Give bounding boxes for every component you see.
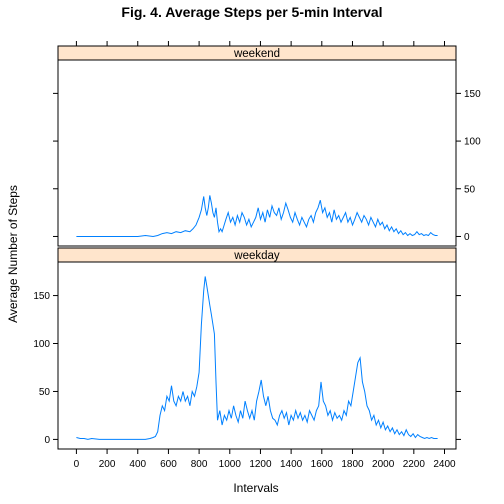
panel-frame-weekend bbox=[57, 59, 457, 247]
strip-label-weekday: weekday bbox=[233, 250, 280, 262]
y-tick-label-weekday: 0 bbox=[44, 435, 50, 446]
x-tick-label: 200 bbox=[99, 459, 116, 470]
strip-label-weekend: weekend bbox=[233, 48, 280, 60]
chart-title: Fig. 4. Average Steps per 5-min Interval bbox=[121, 4, 382, 20]
series-line-weekday bbox=[76, 276, 438, 440]
x-tick-label: 2200 bbox=[403, 459, 426, 470]
x-tick-label: 800 bbox=[191, 459, 208, 470]
y-tick-label-weekend: 50 bbox=[464, 184, 476, 195]
x-axis-label: Intervals bbox=[233, 481, 278, 495]
y-tick-label-weekday: 100 bbox=[33, 339, 50, 350]
x-tick-label: 1400 bbox=[280, 459, 303, 470]
x-tick-label: 1000 bbox=[219, 459, 242, 470]
x-tick-label: 1600 bbox=[311, 459, 334, 470]
panel-frame-weekday bbox=[57, 261, 457, 450]
y-tick-label-weekend: 100 bbox=[464, 137, 481, 148]
x-tick-label: 600 bbox=[160, 459, 177, 470]
y-axis-label: Average Number of Steps bbox=[6, 185, 20, 323]
y-tick-label-weekday: 50 bbox=[39, 387, 51, 398]
x-tick-label: 400 bbox=[129, 459, 146, 470]
series-line-weekend bbox=[76, 195, 438, 238]
x-tick-label: 1800 bbox=[341, 459, 364, 470]
x-tick-label: 2000 bbox=[372, 459, 395, 470]
x-tick-label: 0 bbox=[74, 459, 80, 470]
plot-area: weekend 0 50 100 150 weekday 0 50 100 150 0 200 400 6… bbox=[33, 41, 481, 470]
y-tick-label-weekday: 150 bbox=[33, 291, 50, 302]
x-tick-label: 2400 bbox=[433, 459, 456, 470]
x-tick-label: 1200 bbox=[249, 459, 272, 470]
y-tick-label-weekend: 0 bbox=[464, 232, 470, 243]
y-tick-label-weekend: 150 bbox=[464, 89, 481, 100]
